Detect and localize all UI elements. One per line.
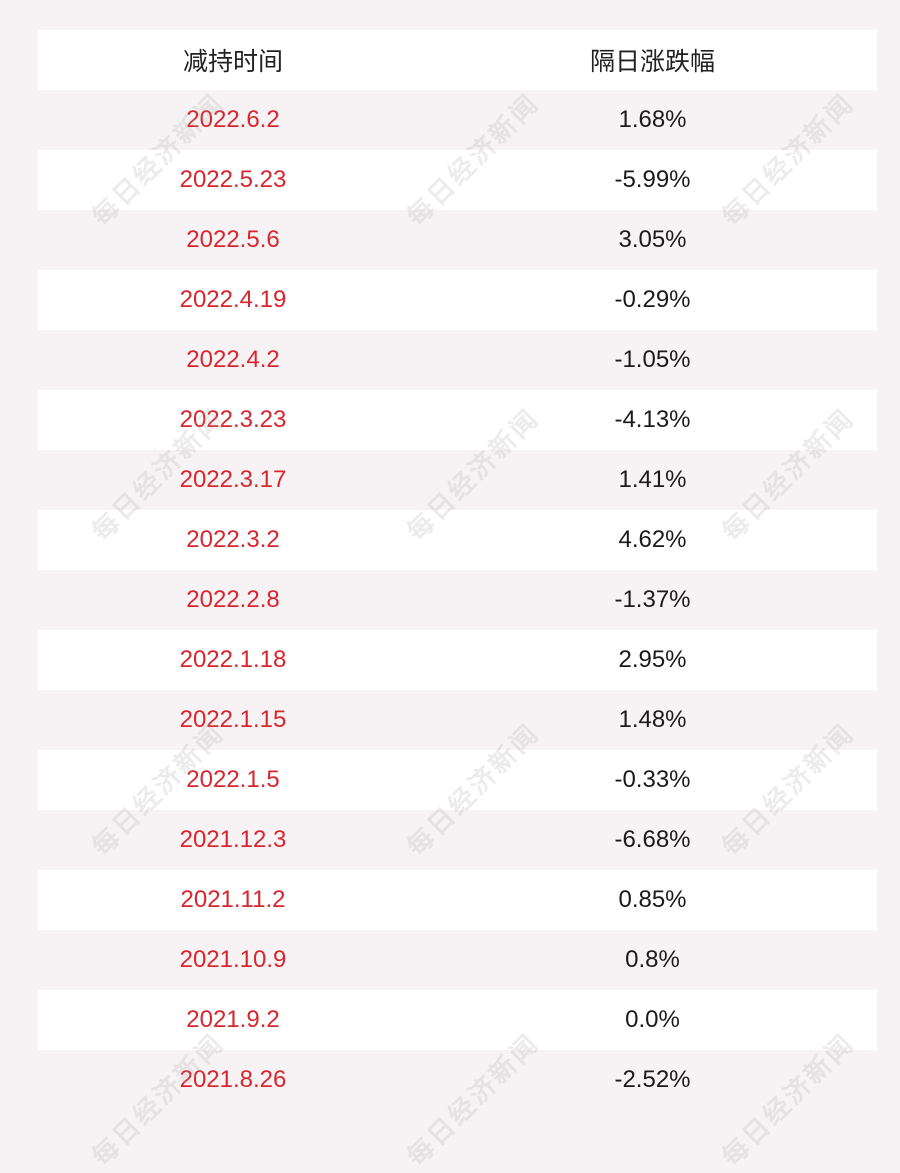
row-change: -2.52% (614, 1066, 691, 1093)
row-change: -4.13% (614, 406, 691, 433)
row-date: 2022.4.19 (179, 286, 287, 313)
table-row: 2022.3.17 1.41% (38, 450, 877, 510)
table-row: 2021.11.2 0.85% (38, 870, 877, 930)
row-change: 0.85% (618, 886, 687, 913)
table-row: 2022.5.23 -5.99% (38, 150, 877, 210)
row-date: 2022.1.15 (179, 706, 287, 733)
row-change: 1.48% (618, 706, 687, 733)
table-row: 2022.5.6 3.05% (38, 210, 877, 270)
row-change: 1.41% (618, 466, 687, 493)
row-change: -5.99% (614, 166, 691, 193)
table-row: 2022.1.18 2.95% (38, 630, 877, 690)
row-date: 2022.5.6 (186, 226, 280, 253)
row-change: 2.95% (618, 646, 687, 673)
row-date: 2022.5.23 (179, 166, 287, 193)
table-header-row: 减持时间 隔日涨跌幅 (38, 30, 877, 90)
row-change: 1.68% (618, 106, 687, 133)
row-change: -1.05% (614, 346, 691, 373)
row-date: 2022.2.8 (186, 586, 280, 613)
table-row: 2022.4.19 -0.29% (38, 270, 877, 330)
row-change: -0.29% (614, 286, 691, 313)
row-date: 2022.6.2 (186, 106, 280, 133)
table-row: 2021.8.26 -2.52% (38, 1050, 877, 1110)
row-change: 4.62% (618, 526, 687, 553)
header-date: 减持时间 (182, 48, 283, 76)
row-date: 2022.1.18 (179, 646, 287, 673)
table-row: 2022.3.2 4.62% (38, 510, 877, 570)
table-row: 2022.4.2 -1.05% (38, 330, 877, 390)
table-row: 2022.3.23 -4.13% (38, 390, 877, 450)
table-row: 2022.1.5 -0.33% (38, 750, 877, 810)
data-table: 减持时间 隔日涨跌幅 2022.6.2 1.68% 2022.5.23 -5.9… (38, 30, 877, 1110)
row-date: 2021.8.26 (179, 1066, 287, 1093)
row-date: 2022.1.5 (186, 766, 280, 793)
row-change: -6.68% (614, 826, 691, 853)
row-date: 2021.10.9 (179, 946, 287, 973)
header-change: 隔日涨跌幅 (589, 48, 715, 76)
row-date: 2022.3.23 (179, 406, 287, 433)
table-row: 2021.9.2 0.0% (38, 990, 877, 1050)
row-date: 2021.11.2 (180, 886, 286, 913)
row-change: 3.05% (618, 226, 687, 253)
table-row: 2021.12.3 -6.68% (38, 810, 877, 870)
table-row: 2022.6.2 1.68% (38, 90, 877, 150)
table-row: 2022.2.8 -1.37% (38, 570, 877, 630)
row-date: 2022.4.2 (186, 346, 280, 373)
table-row: 2022.1.15 1.48% (38, 690, 877, 750)
row-date: 2021.9.2 (186, 1006, 280, 1033)
row-change: -1.37% (614, 586, 691, 613)
row-change: 0.0% (625, 1006, 680, 1033)
row-date: 2022.3.2 (186, 526, 280, 553)
table-row: 2021.10.9 0.8% (38, 930, 877, 990)
row-date: 2021.12.3 (179, 826, 287, 853)
row-date: 2022.3.17 (179, 466, 287, 493)
row-change: -0.33% (614, 766, 691, 793)
row-change: 0.8% (625, 946, 680, 973)
